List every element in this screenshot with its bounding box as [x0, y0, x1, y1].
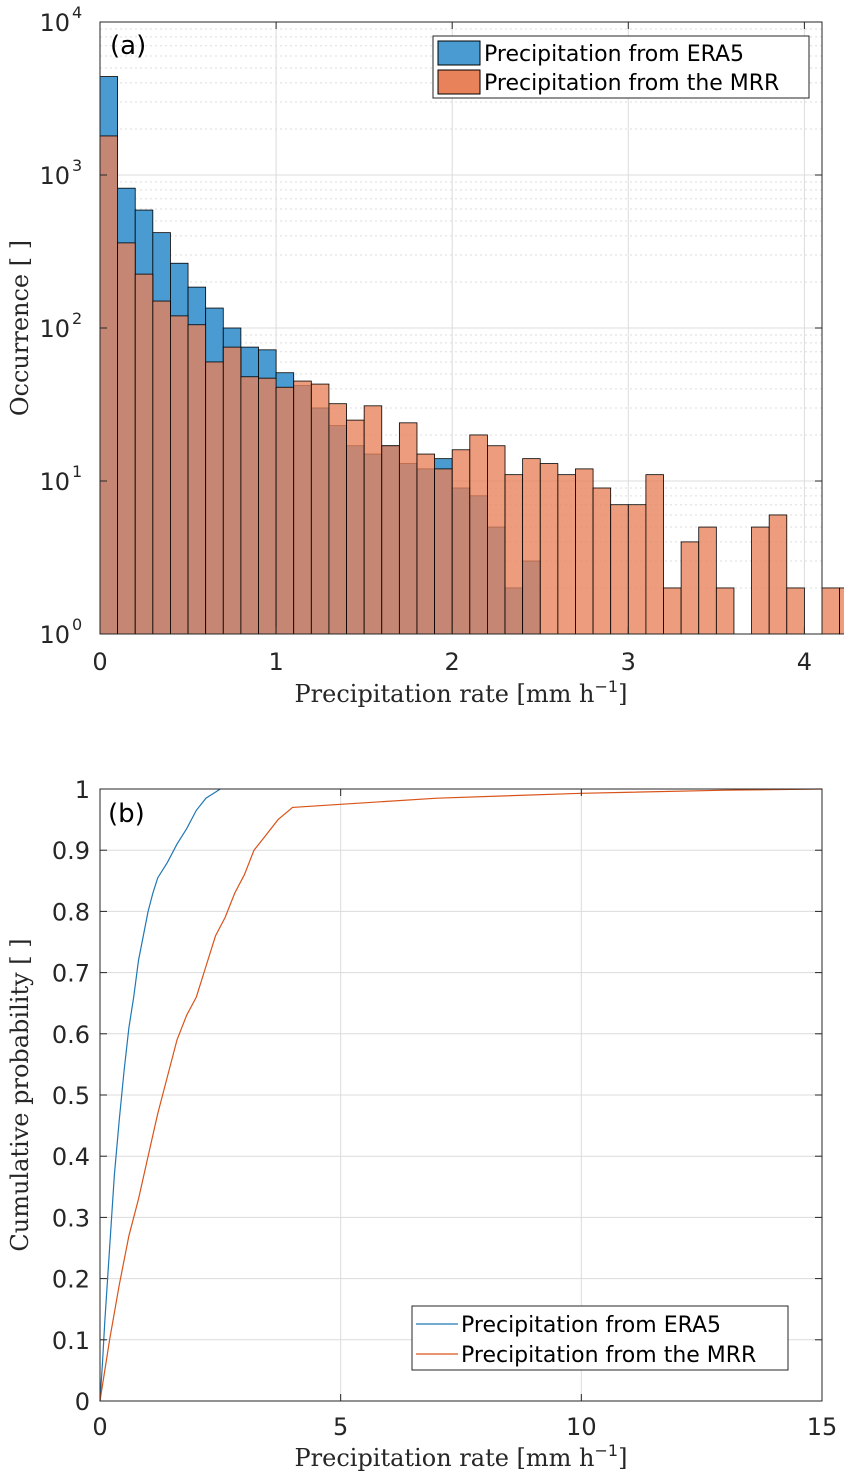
histogram-bar — [821, 587, 841, 635]
y-tick-label: 0.3 — [52, 1204, 90, 1232]
histogram-bar — [645, 474, 664, 635]
histogram-bar — [663, 587, 682, 635]
histogram-bar — [768, 514, 788, 635]
cdf-line-0 — [99, 788, 221, 1402]
y-tick-exponent: 4 — [72, 3, 82, 22]
x-tick-label: 1 — [268, 648, 283, 676]
histogram-bar — [627, 504, 647, 635]
x-tick-label: 5 — [333, 1413, 348, 1441]
y-tick-label: 0.2 — [52, 1266, 90, 1294]
y-tick-label: 0.6 — [52, 1021, 90, 1049]
histogram-bar — [381, 445, 400, 635]
histogram-bar — [698, 526, 717, 635]
x-tick-label: 2 — [445, 648, 460, 676]
histogram-bar — [170, 315, 189, 635]
histogram-bar — [487, 445, 506, 635]
y-tick-exponent: 1 — [72, 462, 82, 481]
histogram-bar — [575, 468, 594, 635]
y-tick-label: 0.4 — [52, 1143, 90, 1171]
y-tick-exponent: 2 — [72, 309, 82, 328]
x-tick-label: 10 — [566, 1413, 597, 1441]
y-axis-label-b: Cumulative probability [ ] — [6, 938, 34, 1251]
y-tick-label: 0.9 — [52, 837, 90, 865]
x-tick-label: 0 — [92, 648, 107, 676]
histogram-bar — [363, 405, 383, 635]
histogram-bar — [539, 463, 559, 635]
histogram-bar — [715, 587, 735, 635]
histogram-bar — [346, 419, 365, 635]
histogram-bar — [275, 386, 295, 635]
y-tick-label: 10 — [39, 315, 70, 343]
legend-swatch-mrr — [437, 69, 481, 95]
y-tick-label: 0.1 — [52, 1327, 90, 1355]
legend-box-a — [432, 35, 810, 99]
y-tick-label: 10 — [39, 468, 70, 496]
histogram-bar — [522, 458, 541, 635]
legend-label-era5: Precipitation from ERA5 — [484, 42, 744, 67]
x-tick-label: 0 — [92, 1413, 107, 1441]
ticks-b: 0 5 10 15 0 0.1 0.2 0.3 0.4 0.5 0.6 0.7 0.8 0.9 1 — [52, 776, 837, 1441]
histogram-bar — [557, 474, 576, 635]
legend-a: Precipitation from ERA5 Precipitation fr… — [432, 35, 810, 99]
histogram-bar — [610, 504, 629, 635]
y-axis-label-a: Occurrence [ ] — [6, 240, 34, 416]
histogram-bar — [310, 383, 330, 635]
y-tick-label: 1 — [75, 776, 90, 804]
legend-label-mrr-b: Precipitation from the MRR — [461, 1343, 756, 1368]
histogram-bar — [293, 380, 312, 635]
histogram-bar — [451, 449, 471, 635]
y-tick-exponent: 3 — [72, 156, 82, 175]
histogram-bar — [134, 273, 154, 635]
histogram-bar — [751, 526, 770, 635]
histogram-bar — [592, 487, 612, 635]
y-tick-label: 10 — [39, 9, 70, 37]
legend-b: Precipitation from ERA5 Precipitation fr… — [411, 1305, 789, 1371]
legend-box-b — [411, 1305, 789, 1371]
histogram-bar — [152, 300, 171, 635]
panel-label-a: (a) — [110, 31, 146, 61]
lines-b — [99, 788, 823, 1402]
histogram-bar — [328, 403, 347, 635]
histogram-bar — [839, 587, 844, 635]
legend-label-era5-b: Precipitation from ERA5 — [461, 1313, 721, 1338]
x-axis-label-b: Precipitation rate [mm h−1] — [295, 1441, 628, 1472]
histogram-bar — [398, 422, 418, 635]
y-tick-label: 0 — [75, 1388, 90, 1416]
histogram-bar — [205, 361, 224, 635]
histogram-bar — [469, 434, 488, 635]
histogram-bar — [680, 541, 700, 635]
x-tick-label: 3 — [621, 648, 636, 676]
y-tick-exponent: 0 — [72, 615, 82, 634]
histogram-bar — [504, 474, 524, 635]
histogram-bar — [117, 242, 136, 635]
histogram-bar — [258, 377, 277, 635]
panel-label-b: (b) — [108, 799, 145, 829]
y-tick-label: 0.7 — [52, 960, 90, 988]
legend-label-mrr: Precipitation from the MRR — [484, 71, 779, 96]
x-tick-label: 4 — [797, 648, 812, 676]
histogram-bar — [187, 324, 207, 635]
y-tick-label: 0.8 — [52, 898, 90, 926]
histogram-bar — [240, 376, 259, 635]
histogram-bar — [786, 587, 805, 635]
cdf-line-1 — [99, 788, 823, 1402]
histogram-bar — [434, 468, 453, 635]
histogram-bar — [99, 135, 119, 635]
x-axis-label-a: Precipitation rate [mm h−1] — [295, 677, 628, 708]
histogram-bar — [222, 346, 242, 635]
legend-swatch-era5 — [437, 40, 481, 66]
histogram-bar — [416, 453, 435, 635]
y-tick-label: 0.5 — [52, 1082, 90, 1110]
y-tick-label: 10 — [39, 162, 70, 190]
y-tick-label: 10 — [39, 621, 70, 649]
x-tick-label: 15 — [807, 1413, 838, 1441]
